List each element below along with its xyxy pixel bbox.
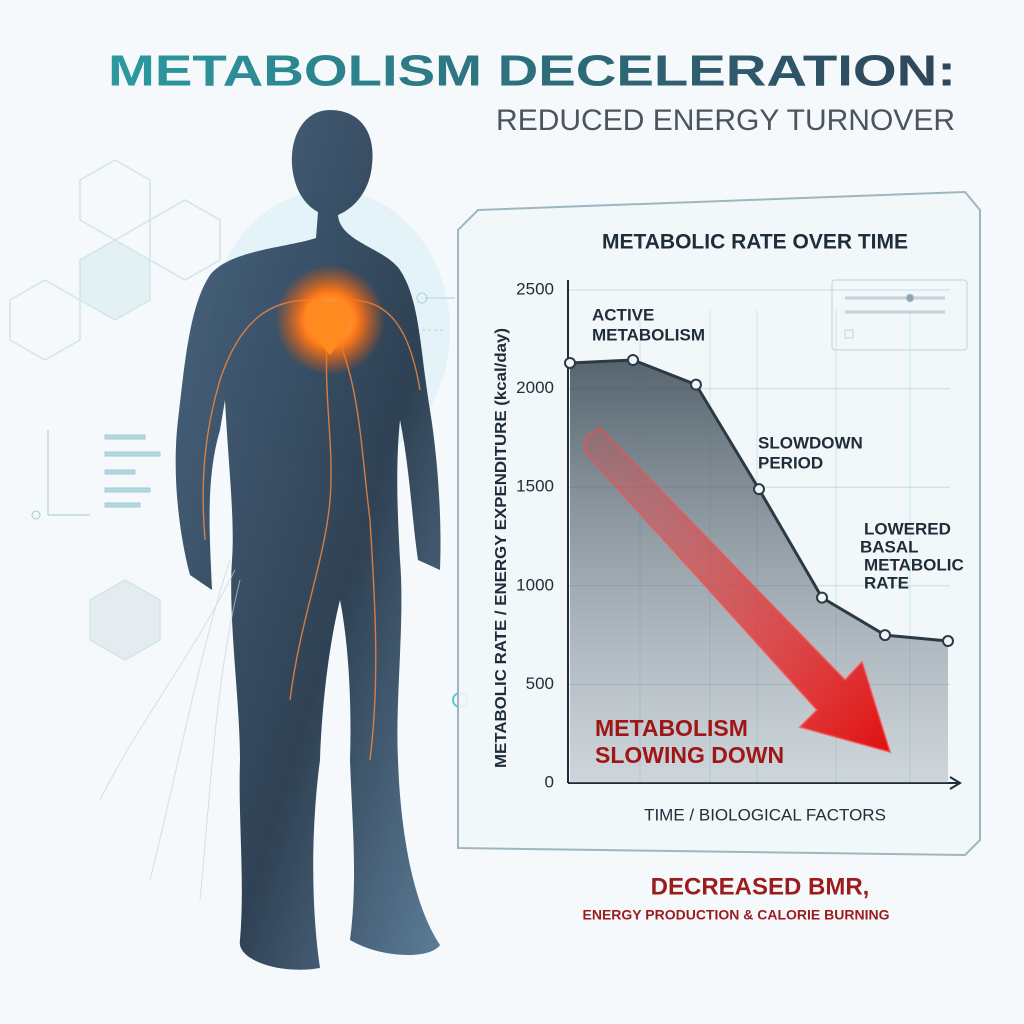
human-figure <box>99 110 450 970</box>
annotation: LOWERED <box>864 519 951 538</box>
y-tick-label: 500 <box>526 674 554 693</box>
point-marker <box>564 356 576 369</box>
y-tick-label: 0 <box>545 772 554 791</box>
chart-title: METABOLIC RATE OVER TIME <box>602 231 908 254</box>
y-tick-label: 1000 <box>516 575 554 594</box>
point-marker <box>879 629 891 642</box>
plot: 05001000150020002500ACTIVEMETABOLISMSLOW… <box>516 279 964 791</box>
panel-widget <box>831 279 968 351</box>
annotation: METABOLISM <box>595 715 748 741</box>
trend-arrow <box>584 426 892 754</box>
y-axis-label: METABOLIC RATE / ENERGY EXPENDITURE (kca… <box>493 328 510 768</box>
page-title: METABOLISM DECELERATION: <box>108 47 956 96</box>
annotation: PERIOD <box>758 453 823 472</box>
annotation: RATE <box>864 573 909 592</box>
annotation: METABOLIC <box>864 555 964 574</box>
point-marker <box>816 591 828 604</box>
point-marker <box>627 354 639 367</box>
hex-decor <box>9 159 221 661</box>
y-tick-label: 2500 <box>516 279 554 298</box>
y-tick-label: 1500 <box>516 477 554 496</box>
y-tick-label: 2000 <box>516 378 554 397</box>
x-axis-label: TIME / BIOLOGICAL FACTORS <box>644 805 886 824</box>
annotation: ACTIVE <box>592 305 654 324</box>
point-marker <box>690 378 702 391</box>
annotation: BASAL <box>860 537 919 556</box>
point-marker <box>753 483 765 496</box>
footer-subline: ENERGY PRODUCTION & CALORIE BURNING <box>583 907 890 923</box>
point-marker <box>942 635 954 648</box>
page-subtitle: REDUCED ENERGY TURNOVER <box>496 104 955 137</box>
footer-headline: DECREASED BMR, <box>651 873 870 900</box>
annotation: SLOWDOWN <box>758 433 863 452</box>
annotation: SLOWING DOWN <box>595 742 784 768</box>
annotation: METABOLISM <box>592 325 705 344</box>
